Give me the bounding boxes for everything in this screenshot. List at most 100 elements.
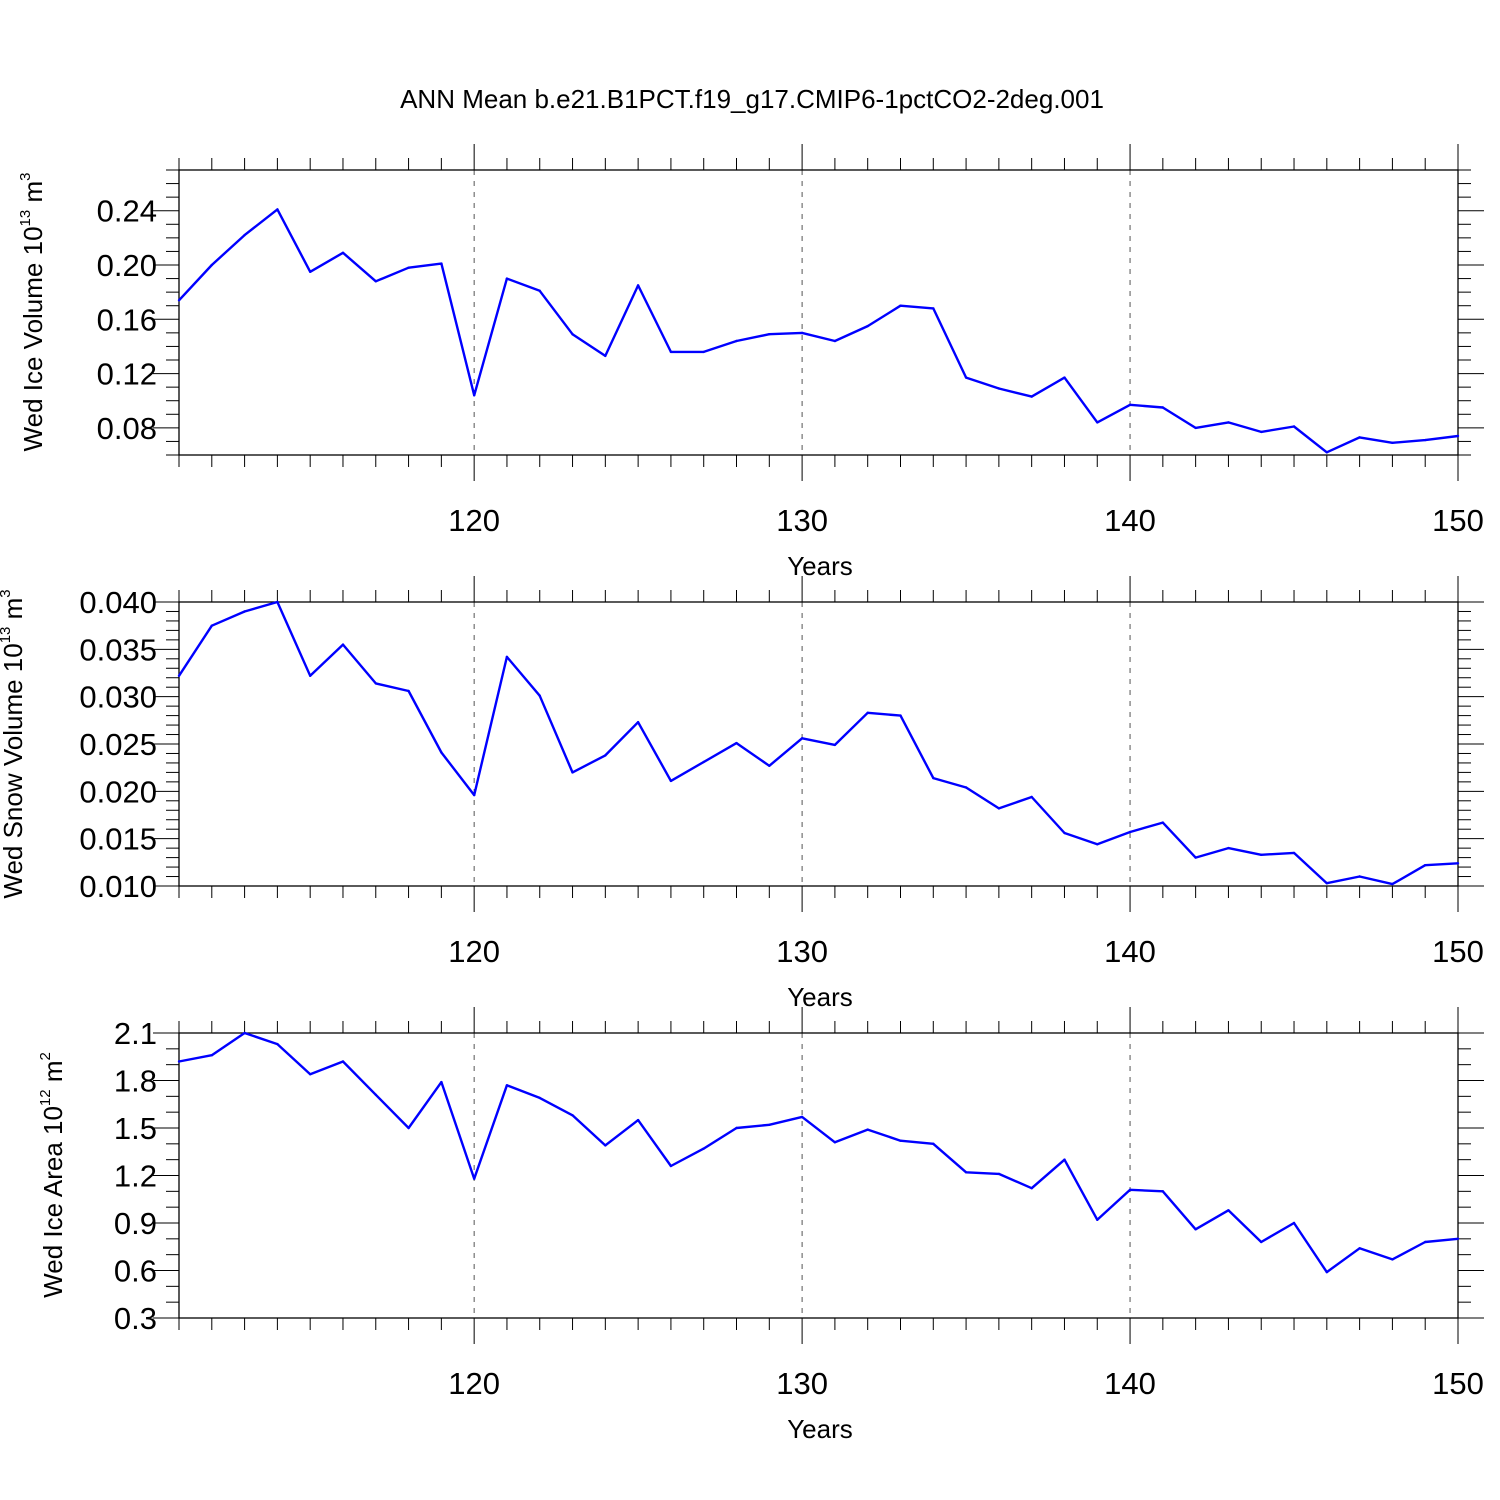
data-point-142 <box>1194 1228 1197 1231</box>
data-point-142 <box>1194 426 1197 430</box>
data-point-137 <box>1030 795 1033 799</box>
data-point-133 <box>899 1139 902 1142</box>
panels-group: 120 130 140 150 Years 0.08 0.12 0.16 0.20 0.24 Wed… <box>0 144 1484 1444</box>
data-point-119 <box>440 751 443 754</box>
data-point-113 <box>243 1031 246 1035</box>
y-axis-label-unit-exponent: 3 <box>0 589 14 597</box>
y-axis-label-unit: m <box>38 1061 68 1090</box>
data-point-131 <box>833 1141 837 1144</box>
data-point-134 <box>932 776 935 780</box>
data-point-150 <box>1456 1237 1460 1241</box>
x-tick-label-120: 120 <box>448 1366 500 1401</box>
data-point-149 <box>1424 438 1427 442</box>
data-point-144 <box>1260 430 1263 434</box>
data-point-118 <box>407 1126 410 1130</box>
data-point-135 <box>964 786 968 789</box>
data-point-132 <box>866 711 869 714</box>
panel-2: 120 130 140 150 Years 0.010 0.015 0.020 0.025 0.0… <box>0 576 1484 1012</box>
x-tick-label-140: 140 <box>1104 503 1156 538</box>
data-point-141 <box>1161 1190 1165 1193</box>
y-axis-label: Wed Ice Volume 1013 m3 <box>17 173 48 452</box>
y-tick-label-0.24: 0.24 <box>97 194 157 229</box>
y-tick-label-0.08: 0.08 <box>97 411 157 446</box>
y-tick-label-0.020: 0.020 <box>79 774 157 809</box>
data-point-113 <box>243 610 246 613</box>
data-point-141 <box>1161 821 1165 824</box>
data-point-124 <box>604 754 607 757</box>
y-tick-label-0.12: 0.12 <box>97 357 157 392</box>
x-tick-label-150: 150 <box>1432 1366 1484 1401</box>
data-point-114 <box>276 1042 279 1046</box>
y-axis-label-exponent: 13 <box>0 627 14 644</box>
data-point-136 <box>997 1172 1001 1176</box>
data-point-116 <box>341 643 345 646</box>
data-point-138 <box>1063 831 1066 835</box>
data-point-129 <box>768 333 771 336</box>
data-point-123 <box>571 771 574 774</box>
data-point-113 <box>243 233 246 237</box>
data-point-140 <box>1128 1188 1132 1192</box>
data-point-136 <box>997 387 1001 390</box>
data-point-120 <box>473 394 476 397</box>
data-point-111 <box>177 1060 181 1063</box>
data-point-126 <box>669 779 673 783</box>
plot-frame <box>178 601 1459 887</box>
data-point-115 <box>309 1073 312 1076</box>
data-point-131 <box>833 743 837 747</box>
x-tick-label-130: 130 <box>776 1366 828 1401</box>
data-point-112 <box>210 263 213 267</box>
data-point-136 <box>997 807 1001 810</box>
data-point-135 <box>964 376 968 379</box>
data-point-128 <box>735 339 738 343</box>
panel-3: 120 130 140 150 Years 0.3 0.6 0.9 1.2 1.5 1.8 2.1 We… <box>37 1007 1484 1444</box>
data-point-135 <box>964 1171 968 1174</box>
data-point-143 <box>1227 846 1230 850</box>
data-point-145 <box>1292 1221 1296 1225</box>
data-point-133 <box>899 714 902 717</box>
y-axis-label-unit-exponent: 3 <box>17 173 34 181</box>
data-point-147 <box>1358 875 1361 878</box>
y-tick-label-0.20: 0.20 <box>97 248 157 283</box>
x-tick-label-140: 140 <box>1104 934 1156 969</box>
data-point-142 <box>1194 856 1197 859</box>
y-tick-label-1.5: 1.5 <box>114 1111 157 1146</box>
data-point-117 <box>374 280 377 283</box>
y-axis-label-main: Wed Snow Volume 10 <box>0 643 28 898</box>
x-tick-label-150: 150 <box>1432 934 1484 969</box>
data-point-140 <box>1128 830 1132 834</box>
data-point-124 <box>604 1144 607 1147</box>
x-tick-label-120: 120 <box>448 934 500 969</box>
data-point-118 <box>407 266 410 269</box>
data-point-146 <box>1325 1270 1329 1274</box>
data-point-148 <box>1391 882 1394 886</box>
data-point-143 <box>1227 1209 1230 1212</box>
data-point-127 <box>702 760 705 764</box>
data-point-146 <box>1325 882 1329 885</box>
data-point-144 <box>1260 853 1263 856</box>
data-point-122 <box>538 694 541 697</box>
data-point-143 <box>1227 421 1230 424</box>
plot-frame <box>178 169 1459 456</box>
y-tick-label-0.030: 0.030 <box>79 680 157 715</box>
panel-1: 120 130 140 150 Years 0.08 0.12 0.16 0.20 0.24 Wed… <box>17 144 1484 581</box>
series-line <box>178 1031 1459 1274</box>
y-tick-label-0.035: 0.035 <box>79 632 157 667</box>
y-axis-label-unit-exponent: 2 <box>37 1052 54 1060</box>
data-point-145 <box>1292 425 1296 428</box>
data-point-128 <box>735 1126 738 1130</box>
series-line <box>177 600 1459 886</box>
data-point-119 <box>440 1080 443 1084</box>
data-point-123 <box>571 1114 574 1117</box>
data-point-138 <box>1063 1158 1066 1161</box>
figure-title: ANN Mean b.e21.B1PCT.f19_g17.CMIP6-1pctC… <box>400 84 1104 114</box>
y-axis-label-main: Wed Ice Area 10 <box>38 1106 68 1298</box>
data-point-134 <box>932 307 935 310</box>
data-point-111 <box>177 674 181 677</box>
y-tick-label-2.1: 2.1 <box>114 1016 157 1051</box>
y-tick-label-1.8: 1.8 <box>114 1064 157 1099</box>
x-tick-label-120: 120 <box>448 503 500 538</box>
data-point-121 <box>505 1084 509 1087</box>
data-point-144 <box>1260 1240 1263 1244</box>
data-point-133 <box>899 304 902 307</box>
